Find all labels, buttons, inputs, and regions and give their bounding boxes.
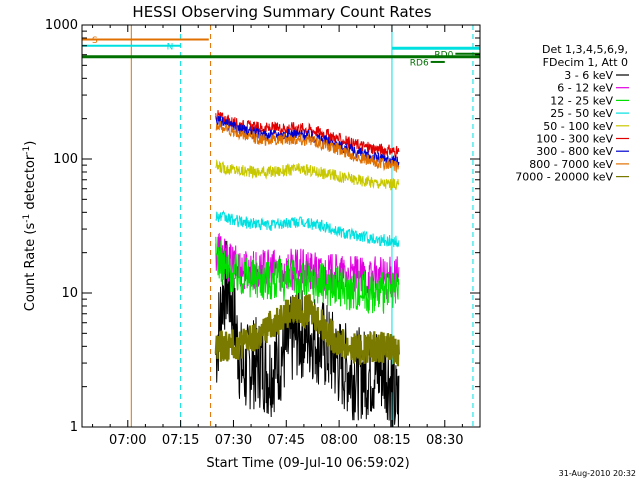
x-tick-label-6: 08:30 (426, 433, 463, 448)
legend-label-3: 25 - 50 keV (550, 107, 613, 120)
x-tick-label-5: 08:15 (373, 433, 410, 448)
series-line-0 (215, 240, 400, 428)
flag-label-s: S (92, 36, 98, 46)
legend-label-5: 100 - 300 keV (536, 133, 613, 146)
x-tick-label-0: 07:00 (109, 433, 146, 448)
legend-label-2: 12 - 25 keV (550, 94, 613, 107)
flag-label-n: N (167, 42, 174, 52)
y-axis-label: Count Rate (s-1 detector-1) (22, 141, 38, 312)
chart-title: HESSI Observing Summary Count Rates (132, 3, 431, 21)
legend-header-2: FDecim 1, Att 0 (543, 56, 628, 69)
flag-label-rd6: RD6 (410, 58, 429, 68)
legend-label-4: 50 - 100 keV (543, 120, 613, 133)
legend-label-7: 800 - 7000 keV (529, 158, 613, 171)
series-line-7 (215, 121, 400, 173)
series-line-8 (214, 294, 400, 367)
y-axis-label-sup1: -1 (22, 214, 32, 223)
footer-timestamp: 31-Aug-2010 20:32 (559, 469, 636, 478)
x-tick-label-3: 07:45 (268, 433, 305, 448)
legend-label-1: 6 - 12 keV (557, 82, 613, 95)
y-axis-label-main: Count Rate (s (23, 223, 38, 312)
plot-area: S N RD6 RD0 (82, 25, 480, 428)
legend-label-6: 300 - 800 keV (536, 145, 613, 158)
series-line-4 (215, 159, 400, 191)
y-tick-label-1: 10 (61, 286, 78, 301)
axes: 07:00 07:15 07:30 07:45 08:00 08:15 08:30 1 10 10… (45, 18, 481, 448)
plot-frame (81, 24, 481, 428)
y-axis-label-end: ) (23, 141, 38, 146)
series-line-2 (215, 236, 400, 315)
x-tick-label-2: 07:30 (215, 433, 252, 448)
y-tick-label-2: 100 (53, 152, 78, 167)
x-tick-label-4: 08:00 (320, 433, 357, 448)
series-line-3 (215, 210, 400, 248)
flag-label-rd0: RD0 (434, 50, 453, 60)
legend-header-1: Det 1,3,4,5,6,9, (542, 43, 628, 56)
legend: Det 1,3,4,5,6,9, FDecim 1, Att 0 3 - 6 k… (515, 43, 629, 184)
x-tick-label-1: 07:15 (162, 433, 199, 448)
x-axis-label: Start Time (09-Jul-10 06:59:02) (206, 456, 409, 471)
y-axis-label-mid: detector (23, 154, 38, 214)
y-axis-label-sup2: -1 (22, 146, 32, 155)
legend-label-0: 3 - 6 keV (564, 69, 613, 82)
y-tick-label-3: 1000 (45, 18, 78, 33)
legend-label-8: 7000 - 20000 keV (515, 171, 613, 184)
y-tick-label-0: 1 (70, 420, 78, 435)
